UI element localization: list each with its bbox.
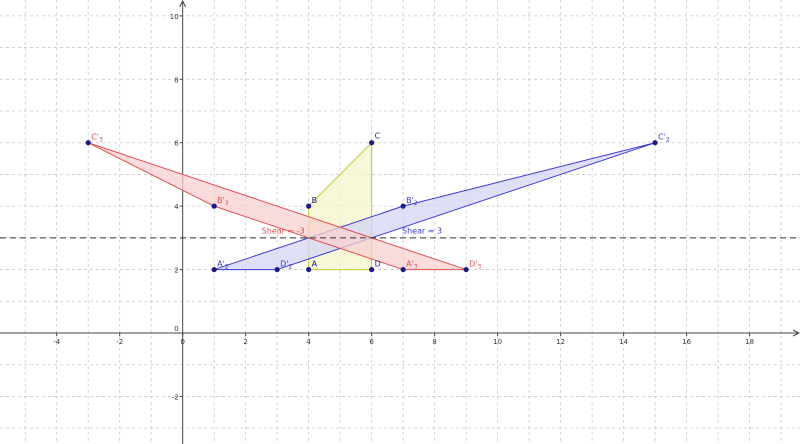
x-tick-label: -4 — [53, 338, 61, 346]
y-tick-label: 6 — [174, 140, 179, 148]
x-tick-label: 14 — [619, 338, 628, 346]
x-tick-label: 12 — [556, 338, 565, 346]
point-label: D — [375, 260, 381, 269]
x-axis-arrow-icon — [792, 329, 800, 337]
x-tick-label: 18 — [745, 338, 754, 346]
point-label: A'3 — [406, 260, 418, 271]
points: A B C D A'2 B'2 C'2 D'2 A'3 B'3 C'3 D'3 — [85, 132, 670, 273]
y-tick-label: 2 — [174, 267, 178, 275]
point-label: B'3 — [217, 196, 229, 207]
point-marker[interactable] — [652, 140, 658, 146]
point-marker[interactable] — [211, 266, 217, 273]
point-label: D'2 — [280, 260, 292, 271]
y-tick-label: 4 — [174, 203, 179, 211]
y-tick-label: -2 — [172, 393, 179, 401]
point-label: A — [312, 260, 318, 269]
point-marker[interactable] — [369, 266, 375, 273]
point-marker[interactable] — [274, 266, 280, 273]
point-marker[interactable] — [369, 140, 375, 146]
point-marker[interactable] — [400, 266, 406, 273]
point-label: B'2 — [406, 196, 418, 207]
y-tick-label: 10 — [170, 13, 179, 21]
origin-label: 0 — [174, 325, 178, 333]
x-tick-label: 4 — [306, 338, 311, 346]
point-label: C — [375, 132, 381, 141]
y-axis-arrow-icon — [179, 0, 187, 8]
point-marker[interactable] — [463, 266, 469, 273]
point-label: B — [312, 196, 318, 205]
point-label: A'2 — [217, 260, 229, 271]
x-tick-label: 10 — [493, 338, 502, 346]
point-marker[interactable] — [85, 140, 91, 146]
point-marker[interactable] — [306, 203, 312, 209]
x-tick-label: -2 — [116, 338, 123, 346]
point-label: C'3 — [91, 133, 103, 144]
shear-guide: Shear = -3 Shear = 3 — [0, 227, 800, 239]
point-label: C'2 — [658, 133, 670, 144]
x-tick-label: 16 — [682, 338, 691, 346]
x-tick-label: 8 — [432, 338, 436, 346]
x-tick-label: 2 — [243, 338, 247, 346]
point-marker[interactable] — [211, 203, 217, 209]
point-marker[interactable] — [306, 266, 312, 273]
x-tick-label: 6 — [369, 338, 374, 346]
shear-label: Shear = -3 — [262, 227, 305, 236]
x-tick-label: 0 — [180, 338, 184, 346]
point-marker[interactable] — [400, 203, 406, 209]
point-label: D'3 — [469, 260, 481, 271]
y-tick-label: 8 — [174, 76, 178, 84]
shear-label: Shear = 3 — [402, 227, 442, 236]
